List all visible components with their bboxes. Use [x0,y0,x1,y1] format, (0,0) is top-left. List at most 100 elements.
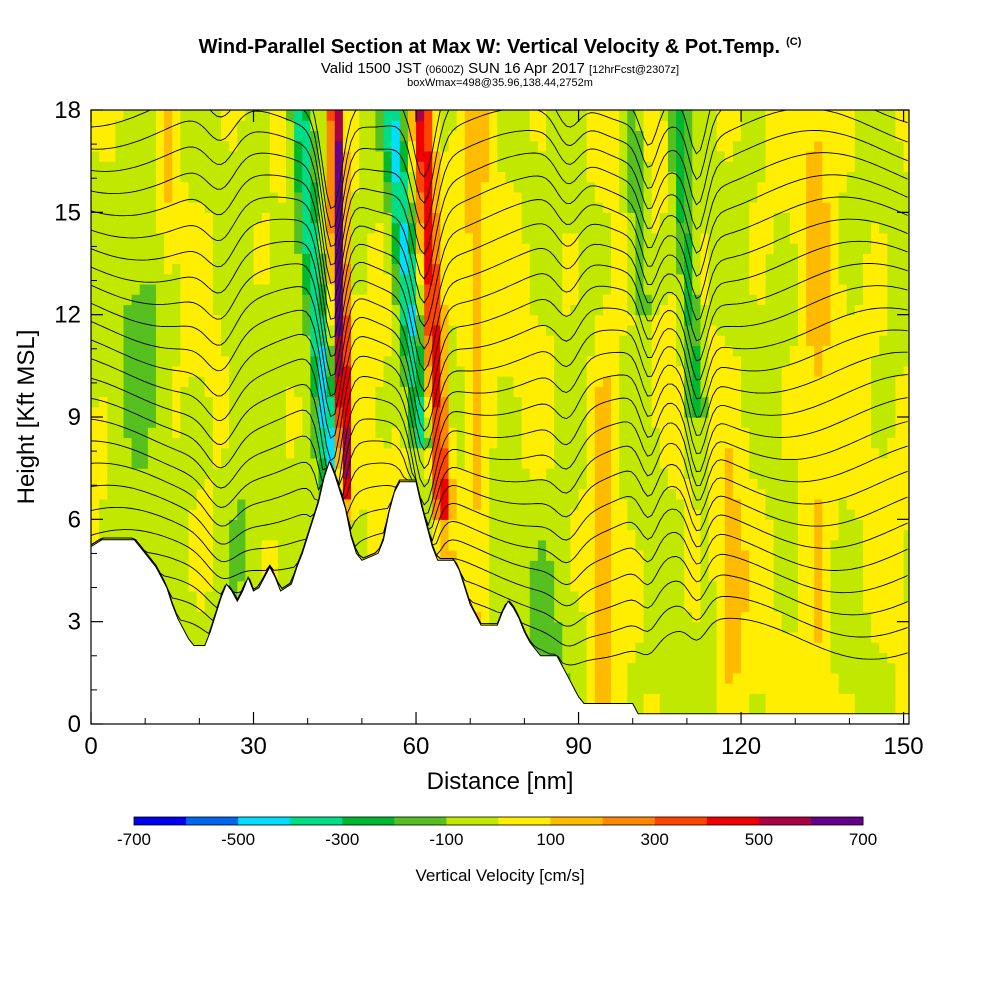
velocity-cell [708,304,718,316]
velocity-cell [537,427,547,439]
velocity-cell [204,314,214,326]
velocity-cell [188,110,198,121]
velocity-cell [91,130,100,142]
velocity-cell [521,539,531,551]
velocity-cell [115,110,125,121]
velocity-cell [359,529,368,541]
velocity-cell [302,417,311,428]
velocity-cell [375,150,385,162]
velocity-cell [99,140,108,152]
velocity-cell [667,130,677,142]
velocity-cell [424,498,433,510]
velocity-cell [724,611,734,623]
velocity-cell [546,283,555,295]
velocity-cell [716,150,726,162]
velocity-cell [529,601,539,613]
velocity-cell [107,427,116,439]
velocity-cell [318,457,328,469]
velocity-cell [586,171,596,183]
velocity-cell [253,529,263,541]
velocity-cell [659,683,669,694]
velocity-cell [513,590,523,602]
velocity-cell [481,417,490,428]
velocity-cell [472,386,482,398]
velocity-cell [188,631,198,643]
velocity-cell [521,457,531,469]
velocity-cell [505,171,515,183]
velocity-cell [326,273,336,285]
velocity-cell [229,273,238,285]
velocity-cell [611,488,620,500]
velocity-cell [172,457,181,469]
velocity-cell [651,601,661,613]
velocity-cell [716,601,726,613]
velocity-cell [602,488,612,500]
velocity-cell [513,509,523,520]
velocity-cell [399,140,409,152]
velocity-cell [562,611,572,623]
velocity-cell [700,140,710,152]
velocity-cell [676,181,685,193]
velocity-cell [505,406,515,418]
velocity-cell [188,539,198,551]
velocity-cell [741,601,750,613]
velocity-cell [692,570,702,582]
velocity-cell [156,386,165,398]
velocity-cell [416,181,425,193]
velocity-cell [286,509,295,520]
velocity-cell [310,386,320,398]
velocity-cell [546,529,555,541]
velocity-cell [269,150,279,162]
velocity-cell [537,447,547,459]
velocity-cell [188,396,198,408]
velocity-cell [676,273,685,285]
velocity-cell [245,509,255,520]
velocity-cell [667,171,677,183]
velocity-cell [562,150,572,162]
velocity-cell [700,406,710,418]
velocity-cell [602,652,612,664]
velocity-cell [391,457,401,469]
velocity-cell [156,181,165,193]
velocity-cell [749,560,758,572]
velocity-cell [196,631,206,643]
velocity-cell [342,345,352,357]
velocity-cell [659,550,669,561]
velocity-cell [586,406,596,418]
velocity-cell [269,498,279,510]
velocity-cell [521,560,531,572]
velocity-cell [586,590,596,602]
velocity-cell [99,161,108,172]
velocity-cell [399,335,409,346]
velocity-cell [676,324,685,336]
velocity-cell [513,529,523,541]
velocity-cell [416,263,425,275]
velocity-cell [676,611,685,623]
velocity-cell [537,365,547,377]
velocity-cell [383,478,393,490]
velocity-cell [180,437,190,449]
velocity-cell [643,283,653,295]
velocity-cell [294,478,303,490]
velocity-cell [667,304,677,316]
velocity-cell [383,335,393,346]
velocity-cell [416,324,425,336]
velocity-cell [212,120,222,132]
velocity-cell [578,222,588,234]
velocity-cell [229,560,238,572]
velocity-cell [302,150,311,162]
velocity-cell [196,243,206,254]
velocity-cell [464,120,474,132]
velocity-cell [180,498,190,510]
velocity-cell [732,662,742,674]
velocity-cell [602,283,612,295]
velocity-cell [399,314,409,326]
velocity-cell [757,437,767,449]
velocity-cell [440,181,450,193]
velocity-cell [481,263,490,275]
velocity-cell [310,314,320,326]
velocity-cell [554,376,563,387]
velocity-cell [619,488,628,500]
velocity-cell [188,202,198,213]
velocity-cell [318,314,328,326]
